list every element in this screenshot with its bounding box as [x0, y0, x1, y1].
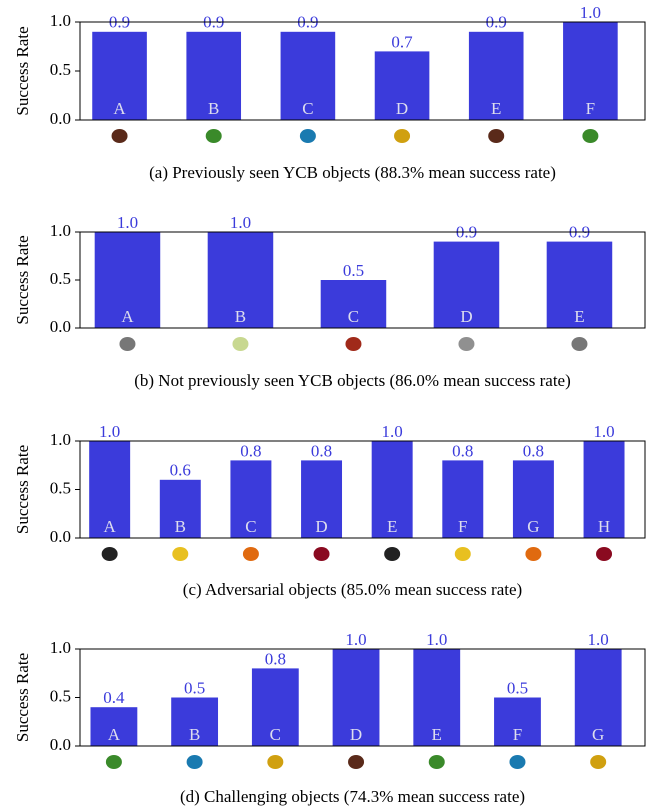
y-tick-label: 1.0 — [50, 430, 71, 449]
y-axis-label: Success Rate — [13, 26, 32, 115]
value-label: 0.7 — [391, 32, 413, 51]
category-label: A — [113, 99, 126, 118]
value-label: 1.0 — [117, 213, 138, 232]
object-icon — [394, 129, 410, 143]
value-label: 0.6 — [170, 461, 191, 480]
value-label: 0.5 — [507, 678, 528, 697]
object-icon — [348, 755, 364, 769]
y-tick-label: 0.0 — [50, 109, 71, 128]
value-label: 1.0 — [426, 630, 447, 649]
category-label: F — [458, 517, 467, 536]
category-label: A — [104, 517, 117, 536]
y-tick-label: 1.0 — [50, 221, 71, 240]
y-tick-label: 0.0 — [50, 317, 71, 336]
caption: (d) Challenging objects (74.3% mean succ… — [180, 787, 525, 806]
object-icon — [384, 547, 400, 561]
category-label: G — [527, 517, 539, 536]
y-tick-label: 0.5 — [50, 60, 71, 79]
category-label: E — [387, 517, 397, 536]
y-tick-label: 0.5 — [50, 686, 71, 705]
category-label: B — [189, 725, 200, 744]
value-label: 1.0 — [382, 422, 403, 441]
category-label: C — [302, 99, 313, 118]
value-label: 0.8 — [311, 441, 332, 460]
category-label: C — [348, 307, 359, 326]
category-label: B — [208, 99, 219, 118]
object-icon — [206, 129, 222, 143]
object-icon — [590, 755, 606, 769]
y-tick-label: 1.0 — [50, 11, 71, 30]
category-label: C — [270, 725, 281, 744]
object-icon — [267, 755, 283, 769]
object-icon — [571, 337, 587, 351]
category-label: E — [574, 307, 584, 326]
y-tick-label: 0.0 — [50, 735, 71, 754]
category-label: D — [350, 725, 362, 744]
value-label: 0.8 — [240, 441, 261, 460]
object-icon — [300, 129, 316, 143]
category-label: F — [513, 725, 522, 744]
object-icon — [232, 337, 248, 351]
value-label: 0.8 — [523, 441, 544, 460]
value-label: 0.8 — [265, 649, 286, 668]
category-label: F — [586, 99, 595, 118]
category-label: G — [592, 725, 604, 744]
category-label: C — [245, 517, 256, 536]
y-tick-label: 0.5 — [50, 478, 71, 497]
object-icon — [106, 755, 122, 769]
object-icon — [488, 129, 504, 143]
category-label: A — [121, 307, 134, 326]
category-label: A — [108, 725, 121, 744]
y-axis-label: Success Rate — [13, 445, 32, 534]
object-icon — [596, 547, 612, 561]
value-label: 1.0 — [99, 422, 120, 441]
y-axis-label: Success Rate — [13, 653, 32, 742]
category-label: H — [598, 517, 610, 536]
object-icon — [458, 337, 474, 351]
caption: (c) Adversarial objects (85.0% mean succ… — [183, 580, 522, 599]
category-label: B — [235, 307, 246, 326]
object-icon — [509, 755, 525, 769]
value-label: 1.0 — [230, 213, 251, 232]
axes-frame — [80, 22, 645, 120]
value-label: 0.8 — [452, 441, 473, 460]
y-axis-label: Success Rate — [13, 235, 32, 324]
object-icon — [525, 547, 541, 561]
value-label: 1.0 — [588, 630, 609, 649]
figure: Success Rate0.00.51.0A0.9B0.9C0.9D0.7E0.… — [0, 0, 657, 811]
category-label: E — [432, 725, 442, 744]
caption: (a) Previously seen YCB objects (88.3% m… — [149, 163, 556, 182]
value-label: 1.0 — [345, 630, 366, 649]
y-tick-label: 0.5 — [50, 269, 71, 288]
object-icon — [187, 755, 203, 769]
value-label: 0.5 — [184, 678, 205, 697]
object-icon — [429, 755, 445, 769]
y-tick-label: 0.0 — [50, 527, 71, 546]
object-icon — [112, 129, 128, 143]
object-icon — [243, 547, 259, 561]
value-label: 1.0 — [580, 3, 601, 22]
object-icon — [102, 547, 118, 561]
category-label: D — [460, 307, 472, 326]
object-icon — [455, 547, 471, 561]
category-label: D — [396, 99, 408, 118]
object-icon — [582, 129, 598, 143]
value-label: 1.0 — [593, 422, 614, 441]
caption: (b) Not previously seen YCB objects (86.… — [134, 371, 571, 390]
category-label: E — [491, 99, 501, 118]
object-icon — [345, 337, 361, 351]
object-icon — [172, 547, 188, 561]
category-label: D — [315, 517, 327, 536]
y-tick-label: 1.0 — [50, 638, 71, 657]
value-label: 0.5 — [343, 261, 364, 280]
object-icon — [119, 337, 135, 351]
category-label: B — [175, 517, 186, 536]
value-label: 0.4 — [103, 688, 125, 707]
object-icon — [314, 547, 330, 561]
